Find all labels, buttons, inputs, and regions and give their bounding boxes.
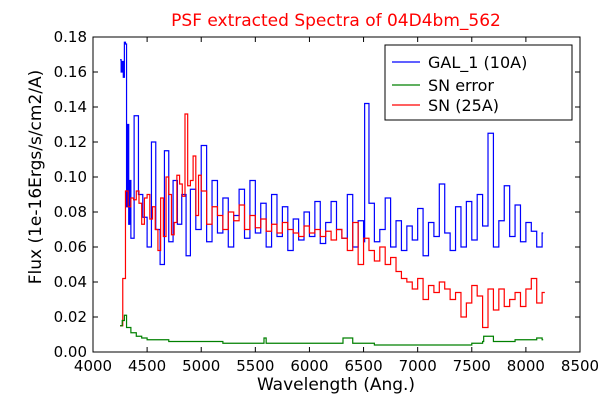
legend-label-sn: SN (25A) [428, 96, 499, 115]
legend-label-gal: GAL_1 (10A) [428, 53, 527, 73]
series-sn-error-line [120, 314, 544, 346]
x-tick-label: 4500 [128, 357, 166, 375]
y-tick-label: 0.18 [54, 28, 87, 46]
x-tick-label: 5000 [182, 357, 220, 375]
y-tick-label: 0.00 [54, 343, 87, 361]
x-tick-label: 7500 [453, 357, 491, 375]
x-tick-label: 6000 [290, 357, 328, 375]
series-sn-line [120, 113, 545, 329]
y-tick-label: 0.08 [54, 203, 87, 221]
legend-box [384, 44, 573, 121]
series-gal-line [120, 41, 544, 266]
x-axis-label: Wavelength (Ang.) [257, 375, 415, 395]
y-tick-label: 0.16 [54, 63, 87, 81]
x-tick-label: 7000 [399, 357, 437, 375]
y-tick-label: 0.10 [54, 168, 87, 186]
plot-frame [92, 36, 581, 353]
y-axis-label: Flux (1e-16Ergs/s/cm2/A) [26, 70, 46, 285]
y-tick-label: 0.12 [54, 133, 87, 151]
y-tick-label: 0.02 [54, 308, 87, 326]
chart-title: PSF extracted Spectra of 04D4bm_562 [171, 11, 501, 31]
y-tick-label: 0.04 [54, 273, 87, 291]
x-tick-label: 6500 [344, 357, 382, 375]
series-layer [120, 41, 545, 346]
x-tick-label: 8000 [507, 357, 545, 375]
x-tick-label: 5500 [236, 357, 274, 375]
legend-label-err: SN error [428, 76, 494, 95]
y-tick-label: 0.06 [54, 238, 87, 256]
y-tick-label: 0.14 [54, 98, 87, 116]
x-tick-label: 8500 [561, 357, 599, 375]
legend: GAL_1 (10A) SN error SN (25A) [384, 44, 573, 121]
x-tick-label: 4000 [74, 357, 112, 375]
ticks-layer: 4000 4500 5000 5500 6000 6500 7000 7500 8000 8500… [54, 28, 600, 375]
